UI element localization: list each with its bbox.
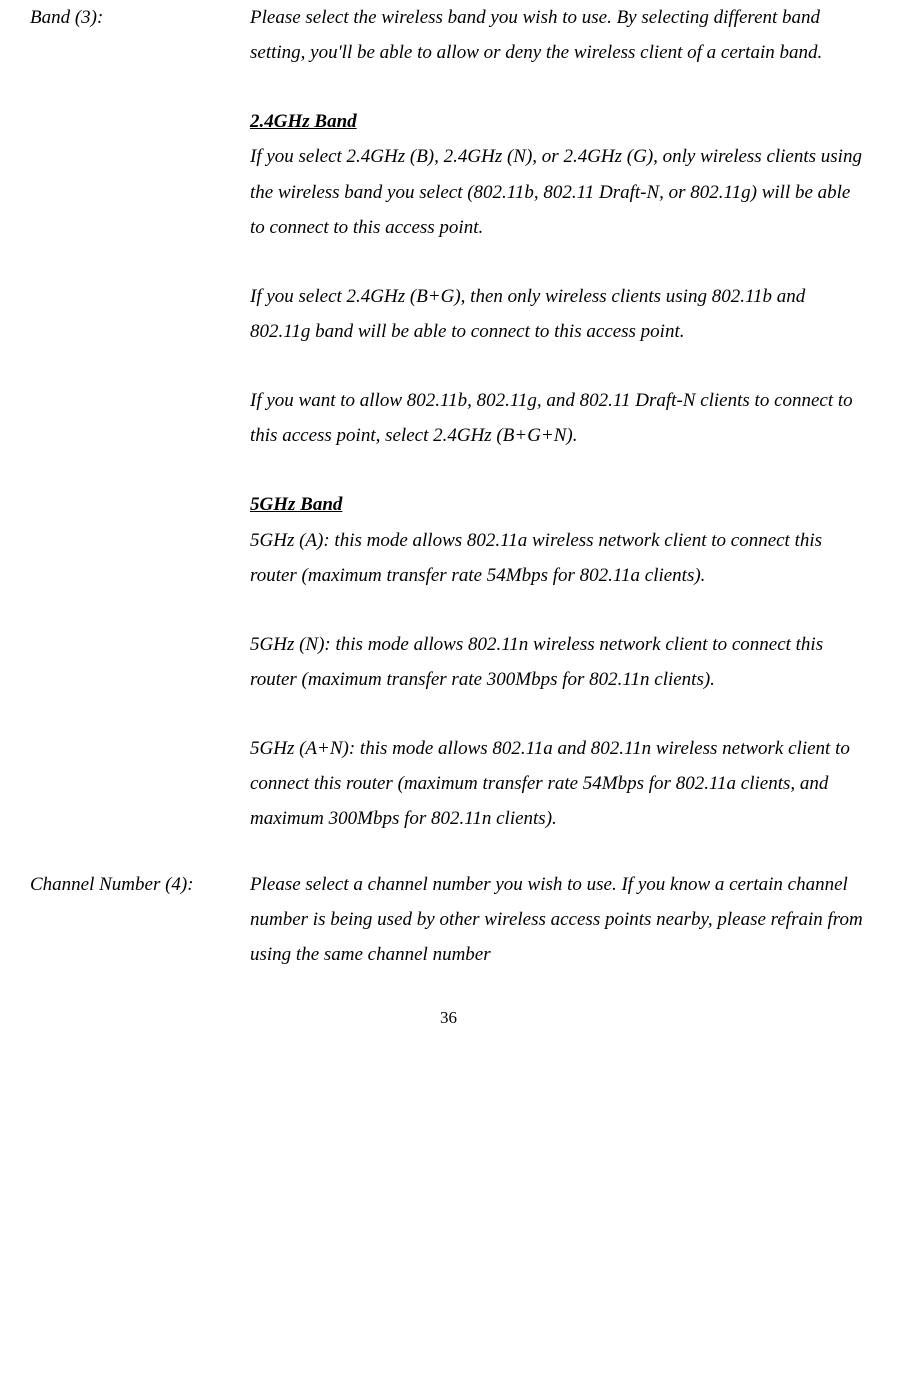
entry-channel: Channel Number (4): Please select a chan…	[30, 867, 867, 972]
label-band: Band (3):	[30, 0, 250, 35]
subhead-5ghz: 5GHz Band	[250, 487, 867, 522]
page-content: Band (3): Please select the wireless ban…	[0, 0, 897, 1053]
para-text: 5GHz (A+N): this mode allows 802.11a and…	[250, 731, 867, 836]
desc-band: Please select the wireless band you wish…	[250, 0, 867, 837]
entry-band: Band (3): Please select the wireless ban…	[30, 0, 867, 837]
para-text: If you select 2.4GHz (B+G), then only wi…	[250, 279, 867, 349]
desc-channel: Please select a channel number you wish …	[250, 867, 867, 972]
para-text: Please select a channel number you wish …	[250, 867, 867, 972]
para-text: 5GHz (N): this mode allows 802.11n wirel…	[250, 627, 867, 697]
page-number: 36	[30, 1002, 867, 1033]
para-text: Please select the wireless band you wish…	[250, 0, 867, 70]
para-text: If you select 2.4GHz (B), 2.4GHz (N), or…	[250, 139, 867, 244]
subhead-24ghz: 2.4GHz Band	[250, 104, 867, 139]
para-text: If you want to allow 802.11b, 802.11g, a…	[250, 383, 867, 453]
label-channel: Channel Number (4):	[30, 867, 250, 902]
para-text: 5GHz (A): this mode allows 802.11a wirel…	[250, 523, 867, 593]
